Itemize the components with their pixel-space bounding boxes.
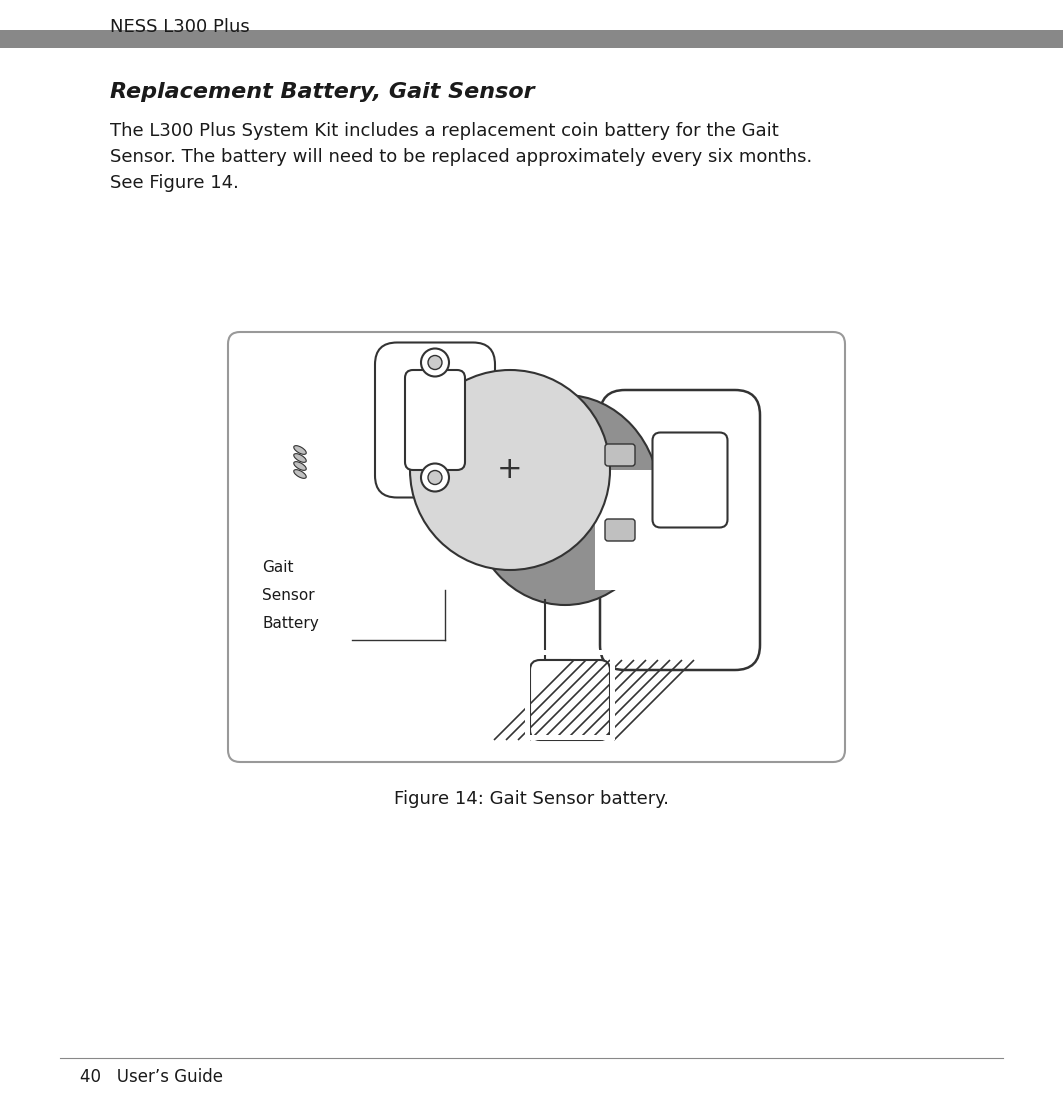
FancyBboxPatch shape xyxy=(600,390,760,670)
Circle shape xyxy=(428,470,442,485)
Text: NESS L300 Plus: NESS L300 Plus xyxy=(109,18,250,36)
Ellipse shape xyxy=(293,462,306,470)
Ellipse shape xyxy=(470,395,660,606)
Bar xyxy=(525,735,615,740)
Text: See Figure 14.: See Figure 14. xyxy=(109,174,239,192)
FancyBboxPatch shape xyxy=(375,343,495,498)
Bar xyxy=(525,650,615,655)
Text: The L300 Plus System Kit includes a replacement coin battery for the Gait: The L300 Plus System Kit includes a repl… xyxy=(109,122,779,140)
Text: Figure 14: Gait Sensor battery.: Figure 14: Gait Sensor battery. xyxy=(393,790,669,808)
Circle shape xyxy=(428,355,442,369)
FancyBboxPatch shape xyxy=(530,660,610,740)
Bar xyxy=(0,30,1063,48)
Text: Battery: Battery xyxy=(261,617,319,631)
Text: Sensor: Sensor xyxy=(261,588,315,603)
Circle shape xyxy=(421,464,449,491)
Bar xyxy=(610,650,615,740)
Text: +: + xyxy=(497,455,523,485)
Ellipse shape xyxy=(293,469,306,478)
Circle shape xyxy=(421,348,449,377)
FancyBboxPatch shape xyxy=(605,519,635,541)
Ellipse shape xyxy=(293,454,306,463)
FancyBboxPatch shape xyxy=(227,332,845,762)
Text: 40   User’s Guide: 40 User’s Guide xyxy=(80,1068,223,1086)
Ellipse shape xyxy=(293,445,306,454)
FancyBboxPatch shape xyxy=(653,433,727,528)
Text: Gait: Gait xyxy=(261,560,293,575)
Bar xyxy=(525,650,530,740)
Bar xyxy=(595,470,685,590)
FancyBboxPatch shape xyxy=(405,370,465,470)
Text: Sensor. The battery will need to be replaced approximately every six months.: Sensor. The battery will need to be repl… xyxy=(109,148,812,166)
FancyBboxPatch shape xyxy=(605,444,635,466)
Text: Replacement Battery, Gait Sensor: Replacement Battery, Gait Sensor xyxy=(109,82,535,102)
Circle shape xyxy=(410,370,610,570)
